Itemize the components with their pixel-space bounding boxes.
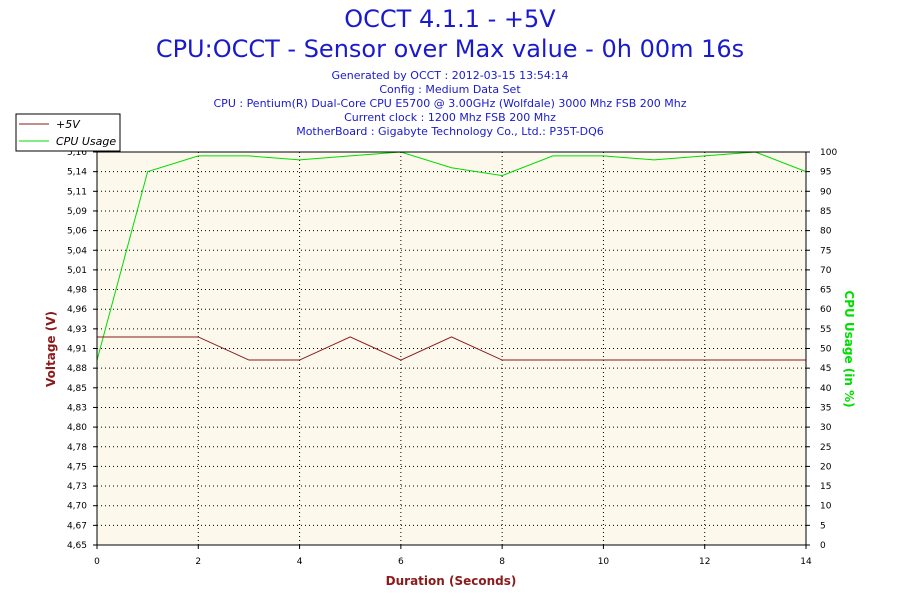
x-tick-label: 8 (499, 557, 505, 567)
y-tick-label: 4,98 (67, 286, 87, 296)
right-axis-ticks: 0 5 10 15 20 25 30 35 40 45 50 55 60 65 70 75 80 85 90 95 10… (806, 148, 837, 551)
legend-label-5v: +5V (56, 118, 81, 131)
series-5v-line (97, 336, 806, 361)
y2-tick-label: 65 (820, 286, 831, 296)
y2-tick-label: 30 (820, 423, 832, 433)
y-tick-label: 5,09 (67, 207, 87, 217)
y-tick-label: 4,93 (67, 325, 87, 335)
legend: +5V CPU Usage (15, 113, 121, 152)
y2-tick-label: 5 (820, 521, 826, 531)
y-tick-label: 4,91 (67, 345, 87, 355)
y2-tick-label: 10 (820, 502, 832, 512)
y2-tick-label: 0 (820, 541, 826, 551)
y-tick-label: 4,75 (67, 462, 87, 472)
grid-lines (97, 152, 806, 545)
y-tick-label: 4,70 (67, 502, 87, 512)
y2-tick-label: 20 (820, 462, 832, 472)
info-clock: Current clock : 1200 Mhz FSB 200 Mhz (344, 111, 556, 124)
x-tick-label: 14 (800, 557, 812, 567)
info-generated: Generated by OCCT : 2012-03-15 13:54:14 (331, 69, 569, 82)
x-tick-label: 4 (297, 557, 303, 567)
info-motherboard: MotherBoard : Gigabyte Technology Co., L… (296, 125, 604, 138)
y2-tick-label: 85 (820, 207, 831, 217)
y2-tick-label: 80 (820, 227, 832, 237)
y2-tick-label: 90 (820, 187, 832, 197)
y2-tick-label: 25 (820, 443, 831, 453)
y-tick-label: 4,67 (67, 521, 87, 531)
y2-tick-label: 100 (820, 148, 837, 158)
y-tick-label: 5,06 (67, 227, 87, 237)
legend-label-cpu-usage: CPU Usage (56, 135, 116, 148)
x-tick-label: 12 (699, 557, 710, 567)
y-tick-label: 4,80 (67, 423, 87, 433)
y2-tick-label: 75 (820, 246, 831, 256)
y-tick-label: 5,11 (67, 187, 87, 197)
y2-tick-label: 15 (820, 482, 831, 492)
y-tick-label: 5,04 (67, 246, 87, 256)
y-axis-label: Voltage (V) (44, 311, 58, 387)
y-tick-label: 4,83 (67, 403, 87, 413)
x-axis-label: Duration (Seconds) (386, 574, 517, 588)
y-tick-label: 4,73 (67, 482, 87, 492)
plot-border (96, 151, 807, 546)
y2-tick-label: 45 (820, 364, 831, 374)
x-tick-label: 10 (598, 557, 610, 567)
y-tick-label: 4,88 (67, 364, 87, 374)
chart-title: OCCT 4.1.1 - +5V (344, 5, 556, 33)
y-tick-label: 5,14 (67, 168, 87, 178)
y2-tick-label: 55 (820, 325, 831, 335)
y-tick-label: 4,78 (67, 443, 87, 453)
x-tick-label: 0 (94, 557, 100, 567)
y2-axis-label: CPU Usage (in %) (842, 290, 856, 407)
info-config: Config : Medium Data Set (379, 83, 521, 96)
plot-background (97, 152, 806, 545)
x-tick-label: 2 (195, 557, 201, 567)
y-tick-label: 5,16 (67, 148, 87, 158)
y-tick-label: 4,65 (67, 541, 87, 551)
info-cpu: CPU : Pentium(R) Dual-Core CPU E5700 @ 3… (213, 97, 687, 110)
legend-box (15, 113, 121, 152)
left-axis-ticks: 4,65 4,67 4,70 4,73 4,75 4,78 4,80 4,83 4,85 4,88… (67, 148, 97, 551)
y2-tick-label: 40 (820, 384, 832, 394)
x-tick-label: 6 (398, 557, 404, 567)
chart-subtitle: CPU:OCCT - Sensor over Max value - 0h 00… (155, 35, 745, 63)
y-tick-label: 5,01 (67, 266, 87, 276)
series-cpu-usage-line (96, 151, 807, 361)
y-tick-label: 4,85 (67, 384, 87, 394)
y2-tick-label: 70 (820, 266, 832, 276)
y2-tick-label: 60 (820, 305, 832, 315)
y2-tick-label: 50 (820, 345, 832, 355)
y-tick-label: 4,96 (67, 305, 87, 315)
x-axis-ticks: 0 2 4 6 8 10 12 14 (94, 545, 812, 567)
y2-tick-label: 95 (820, 168, 831, 178)
y2-tick-label: 35 (820, 403, 831, 413)
